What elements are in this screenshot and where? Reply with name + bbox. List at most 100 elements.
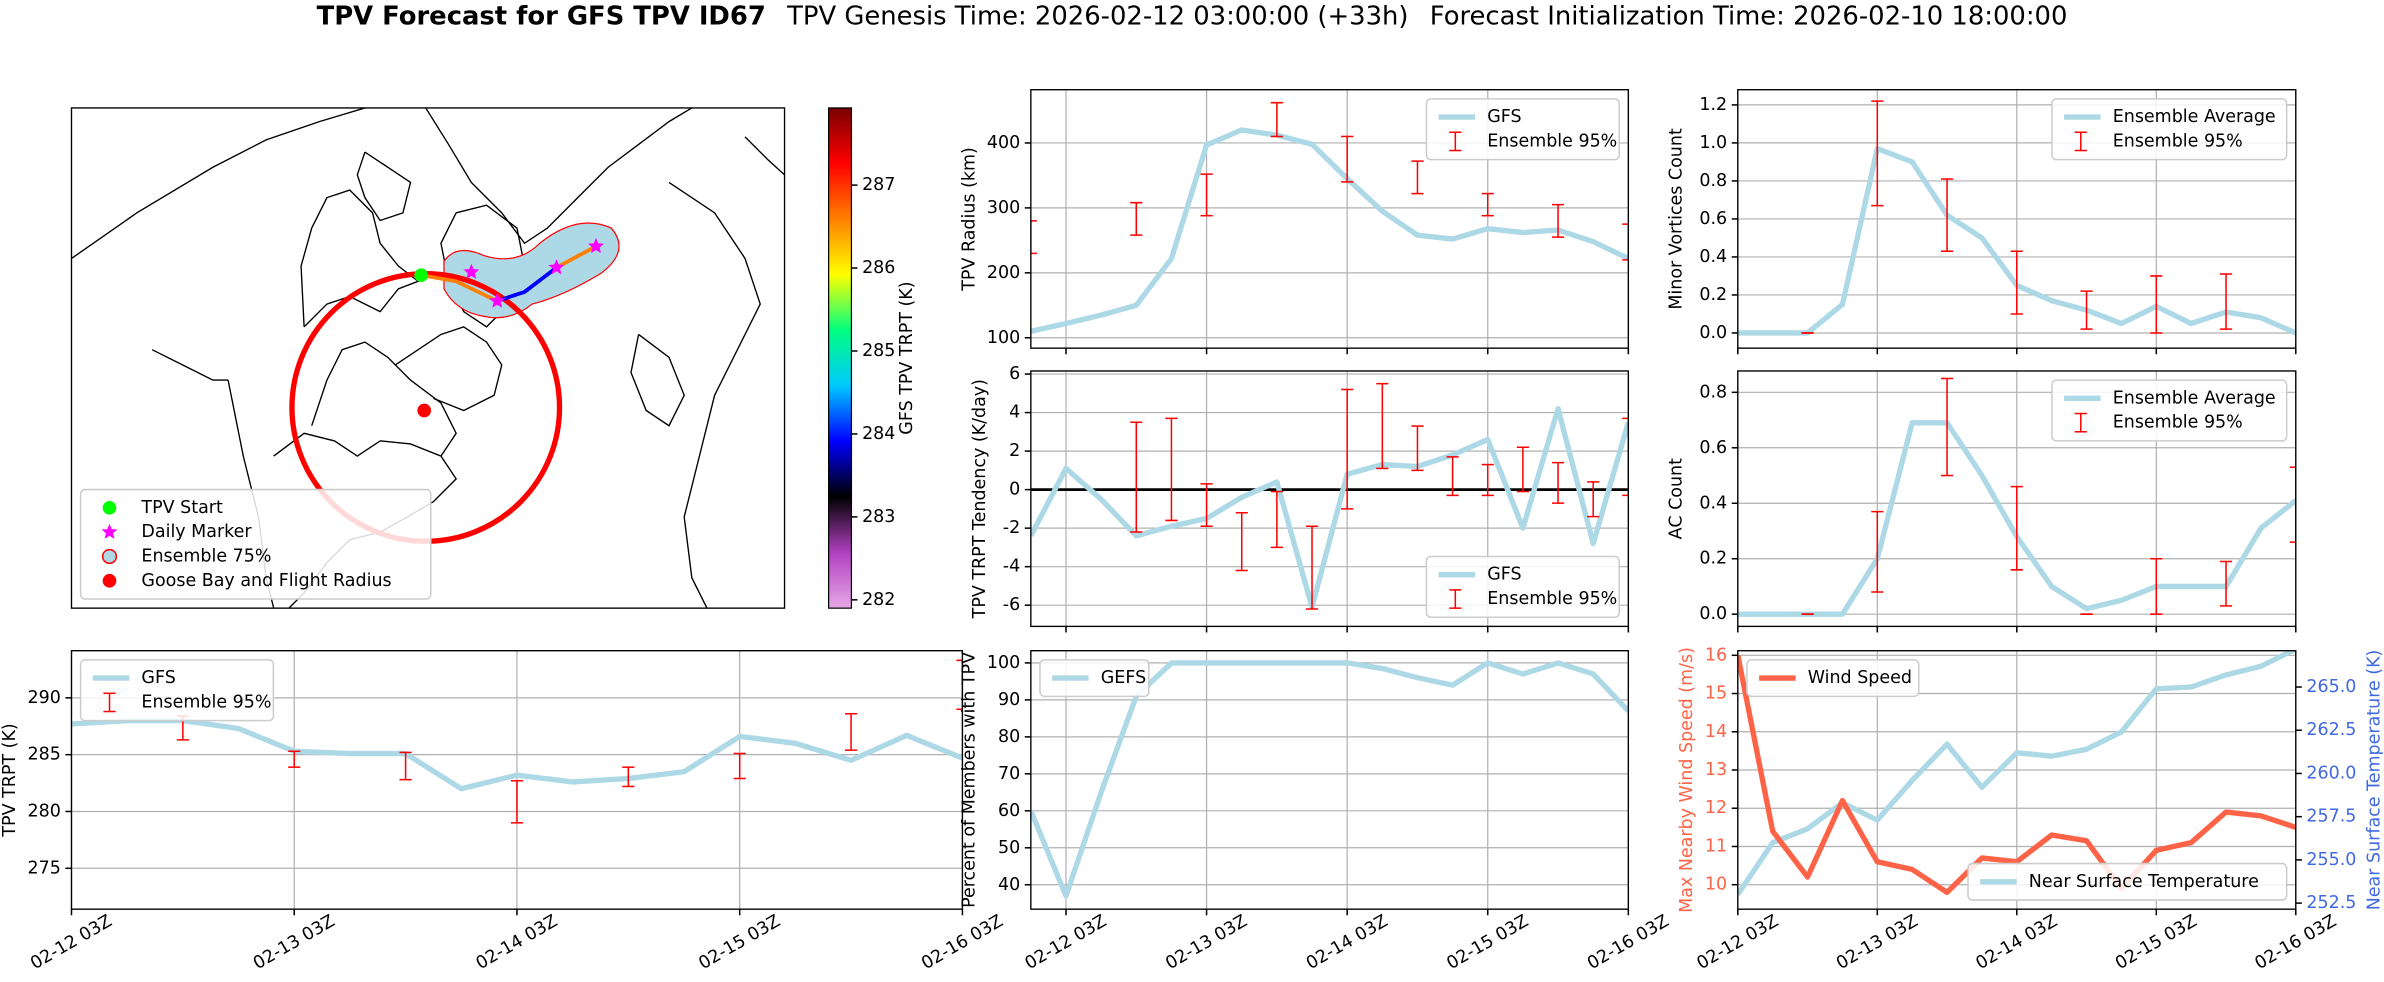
plot-frame — [1737, 650, 2297, 910]
map-panel: TPV Start Daily Marker Ensemble 75% Goose B… — [70, 107, 917, 610]
panel: 0.0 0.2 0.4 0.6 0.8 AC Count Ensemble Average E… — [1667, 370, 2297, 633]
legend-label: Ensemble 95% — [1487, 589, 1617, 609]
y-tick-label: 14 — [1705, 722, 1727, 742]
y-tick-label: 0 — [1009, 480, 1020, 500]
series-line — [1030, 660, 1629, 899]
y-tick-label: 60 — [998, 801, 1020, 821]
plot-area — [1737, 377, 2296, 617]
legend-box — [79, 488, 432, 600]
colorbar-tick-label: 286 — [862, 258, 895, 278]
start-marker — [414, 268, 429, 283]
y-axis-label: Minor Vortices Count — [1667, 128, 1687, 310]
coastline — [300, 189, 420, 328]
colorbar-tick-label: 285 — [862, 341, 895, 361]
colorbar-tick-label: 284 — [862, 424, 895, 444]
title-genesis: TPV Genesis Time: 2026-02-12 03:00:00 (+… — [786, 1, 1408, 31]
y-tick-label: -6 — [1003, 595, 1020, 615]
y-tick-label: 300 — [987, 198, 1020, 218]
y-tick-label: 15 — [1705, 684, 1727, 704]
legend-label: Ensemble Average — [2113, 107, 2276, 127]
legend-box — [2051, 98, 2288, 161]
y2-tick-label: 260.0 — [2306, 763, 2356, 783]
y-tick-label: 90 — [998, 690, 1020, 710]
legend-label: TPV Start — [140, 498, 223, 518]
legend-box — [1746, 659, 1920, 698]
track — [555, 244, 597, 270]
legend-label: Ensemble 95% — [141, 692, 271, 712]
y-tick-label: 12 — [1705, 798, 1727, 818]
legend-label: Near Surface Temperature — [2029, 872, 2259, 892]
y-tick-label: 290 — [28, 688, 61, 708]
plot-area — [1030, 660, 1629, 899]
legend-box — [79, 659, 275, 722]
y-axis-label: TPV Radius (km) — [960, 147, 980, 292]
coastline — [630, 333, 685, 427]
y-tick-label: 6 — [1009, 364, 1020, 384]
legend-label: Ensemble 95% — [2113, 131, 2243, 151]
y-tick-label: 100 — [987, 653, 1020, 673]
goose-bay-marker — [417, 403, 432, 418]
legend-label: GEFS — [1101, 668, 1146, 688]
y-axis-label: AC Count — [1667, 458, 1687, 539]
y-tick-label: 2 — [1009, 441, 1020, 461]
colorbar-tick-label: 283 — [862, 507, 895, 527]
legend-box — [1967, 862, 2288, 901]
legend-label: GFS — [1487, 565, 1521, 585]
legend-box — [2051, 379, 2288, 442]
legend-label: Ensemble 95% — [1487, 131, 1617, 151]
legend-box — [1039, 659, 1150, 698]
legend-box — [1425, 555, 1620, 619]
y-tick-label: 400 — [987, 133, 1020, 153]
y-tick-label: 10 — [1705, 875, 1727, 895]
y-tick-label: 275 — [28, 858, 61, 878]
panel: -6 -4 -2 0 2 4 6 TPV TRPT Tendency (K/day) GFS En… — [970, 364, 1630, 633]
y-tick-label: 1.2 — [1699, 95, 1727, 115]
series-line — [1737, 650, 2296, 896]
legend-label: GFS — [1487, 107, 1521, 127]
legend-label: Ensemble 95% — [2113, 413, 2243, 433]
coastline — [151, 349, 229, 381]
y-tick-label: 200 — [987, 263, 1020, 283]
y-tick-label: 0.2 — [1699, 549, 1727, 569]
plot-frame — [1737, 89, 2297, 349]
coastline — [744, 136, 785, 176]
colorbar — [828, 107, 853, 609]
panel: 100 200 300 400 TPV Radius (km) GFS Ensemble 9… — [960, 89, 1630, 355]
legend-box — [1425, 98, 1620, 161]
coastline — [394, 326, 503, 412]
y-tick-label: 0.8 — [1699, 171, 1727, 191]
y-tick-label: 13 — [1705, 760, 1727, 780]
coastline — [311, 341, 457, 457]
y-tick-label: 0.4 — [1699, 493, 1727, 513]
star-marker — [548, 259, 565, 275]
star-marker — [588, 237, 604, 254]
series-line — [1737, 654, 2296, 896]
coastline — [71, 107, 366, 260]
plot-frame — [1030, 370, 1630, 628]
plot-area — [1737, 100, 2296, 336]
y2-tick-label: 262.5 — [2306, 720, 2356, 740]
y2-axis-label: Near Surface Temperature (K) — [2364, 650, 2384, 911]
y-tick-label: 0.4 — [1699, 247, 1727, 267]
map-frame — [70, 107, 786, 609]
plot-frame — [1030, 650, 1630, 910]
y-tick-label: 40 — [998, 875, 1020, 895]
y-axis-label: TPV TRPT (K) — [0, 723, 20, 837]
track — [496, 266, 558, 303]
y-axis-label: TPV TRPT Tendency (K/day) — [970, 379, 990, 619]
legend-label: GFS — [141, 668, 175, 688]
legend-swatch — [101, 548, 118, 565]
y-tick-label: 4 — [1009, 403, 1020, 423]
legend-label: Daily Marker — [141, 522, 252, 542]
y-tick-label: 0.6 — [1699, 209, 1727, 229]
track — [420, 273, 499, 303]
colorbar-tick-label: 282 — [862, 590, 895, 610]
coastline — [425, 107, 693, 245]
star-marker — [463, 263, 480, 279]
panel: 0.0 0.2 0.4 0.6 0.8 1.0 1.2 Minor Vortices Coun… — [1667, 89, 2297, 355]
plot-frame — [70, 650, 964, 910]
legend-swatch — [102, 573, 117, 588]
y-axis-label: Percent of Members with TPV — [960, 652, 980, 908]
plot-frame — [1737, 370, 2297, 628]
